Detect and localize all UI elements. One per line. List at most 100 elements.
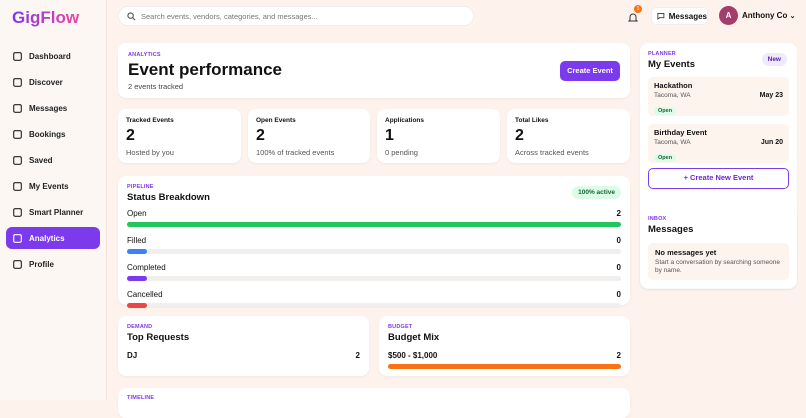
event-item[interactable]: Birthday Event Tacoma, WA Open Jun 20 bbox=[648, 124, 789, 163]
message-icon bbox=[657, 12, 665, 20]
stat-label: Total Likes bbox=[515, 117, 549, 124]
logo[interactable]: GigFlow bbox=[12, 8, 80, 27]
stat-note: Hosted by you bbox=[126, 148, 174, 157]
empty-state: No messages yet Start a conversation by … bbox=[648, 243, 789, 280]
page-title: Event performance bbox=[128, 60, 282, 79]
row-header: Open 2 bbox=[127, 209, 621, 218]
nav-item[interactable]: Analytics bbox=[6, 227, 100, 249]
event-date: Jun 20 bbox=[760, 139, 783, 146]
bell-icon bbox=[627, 13, 639, 22]
search-icon bbox=[127, 11, 136, 20]
row-header: Cancelled 0 bbox=[127, 290, 621, 299]
stat-value: 2 bbox=[256, 127, 265, 144]
notification-badge: 1 bbox=[634, 5, 642, 13]
messages-button[interactable]: Messages bbox=[651, 7, 708, 25]
nav-item[interactable]: Bookings bbox=[6, 123, 100, 145]
user-label: Anthony Co bbox=[742, 11, 788, 20]
bar-track bbox=[388, 364, 621, 369]
stat-card: Applications 1 0 pending bbox=[377, 109, 500, 163]
status-row: Open 2 bbox=[127, 209, 621, 227]
bar-fill bbox=[127, 276, 147, 281]
notifications[interactable]: 1 bbox=[627, 5, 642, 28]
bar-track bbox=[127, 249, 621, 254]
card-title: Messages bbox=[648, 224, 694, 235]
bar-fill bbox=[127, 222, 621, 227]
status-pill: Open bbox=[654, 107, 677, 115]
status-row: Cancelled 0 bbox=[127, 290, 621, 308]
nav-label: Saved bbox=[29, 155, 53, 165]
row-count: 2 bbox=[616, 209, 621, 218]
row-label: DJ bbox=[127, 351, 138, 360]
row-label: Open bbox=[127, 209, 147, 218]
bar-track bbox=[127, 303, 621, 308]
card-title: My Events bbox=[648, 59, 695, 70]
nav-label: Smart Planner bbox=[29, 207, 84, 217]
row-count: 2 bbox=[355, 351, 360, 360]
card-title: Top Requests bbox=[127, 332, 190, 343]
eyebrow: PIPELINE bbox=[127, 184, 154, 190]
nav-item[interactable]: Dashboard bbox=[6, 45, 100, 67]
stat-value: 1 bbox=[385, 127, 394, 144]
row-label: Filled bbox=[127, 236, 147, 245]
nav-icon bbox=[13, 155, 22, 165]
avatar[interactable]: A bbox=[719, 6, 738, 25]
eyebrow: DEMAND bbox=[127, 324, 153, 330]
nav-item[interactable]: Messages bbox=[6, 97, 100, 119]
eyebrow: TIMELINE bbox=[127, 395, 155, 401]
status-pill: Open bbox=[654, 154, 677, 162]
event-date: May 23 bbox=[759, 92, 783, 99]
nav-item[interactable]: Smart Planner bbox=[6, 201, 100, 223]
new-badge: New bbox=[761, 53, 787, 66]
eyebrow: ANALYTICS bbox=[128, 52, 161, 58]
demand-card: DEMAND Top Requests DJ 2 bbox=[118, 316, 369, 376]
nav-item[interactable]: Profile bbox=[6, 253, 100, 275]
status-row: $500 - $1,000 2 bbox=[388, 351, 621, 369]
row-header: Completed 0 bbox=[127, 263, 621, 272]
row-label: Cancelled bbox=[127, 290, 163, 299]
bar-track bbox=[127, 222, 621, 227]
nav-item[interactable]: Discover bbox=[6, 71, 100, 93]
eyebrow: PLANNER bbox=[648, 51, 676, 57]
nav-icon bbox=[13, 51, 22, 61]
row-label: Completed bbox=[127, 263, 166, 272]
stat-note: 0 pending bbox=[385, 148, 418, 157]
event-item[interactable]: Hackathon Tacoma, WA Open May 23 bbox=[648, 77, 789, 116]
request-row: DJ 2 bbox=[127, 351, 360, 360]
create-new-event-button[interactable]: + Create New Event bbox=[648, 168, 789, 189]
empty-text: Start a conversation by searching someon… bbox=[655, 259, 781, 274]
stat-label: Tracked Events bbox=[126, 117, 174, 124]
card-title: Status Breakdown bbox=[127, 192, 210, 203]
card-title: Budget Mix bbox=[388, 332, 440, 343]
row-header: Filled 0 bbox=[127, 236, 621, 245]
stat-card: Open Events 2 100% of tracked events bbox=[248, 109, 370, 163]
stat-value: 2 bbox=[126, 127, 135, 144]
messages-label: Messages bbox=[668, 11, 707, 21]
create-event-button[interactable]: Create Event bbox=[560, 61, 620, 81]
event-location: Tacoma, WA bbox=[654, 92, 691, 99]
inbox-card: INBOX Messages No messages yet Start a c… bbox=[640, 208, 797, 288]
nav-icon bbox=[13, 259, 22, 269]
row-header: $500 - $1,000 2 bbox=[388, 351, 621, 360]
user-name[interactable]: Anthony Co ⌄ bbox=[742, 11, 795, 20]
bar-fill bbox=[388, 364, 621, 369]
nav-icon bbox=[13, 233, 22, 243]
nav-item[interactable]: Saved bbox=[6, 149, 100, 171]
active-badge: 100% active bbox=[572, 186, 621, 199]
row-count: 0 bbox=[616, 263, 621, 272]
timeline-card: TIMELINE bbox=[118, 388, 630, 418]
bar-fill bbox=[127, 249, 147, 254]
stat-value: 2 bbox=[515, 127, 524, 144]
header-card: ANALYTICS Event performance 2 events tra… bbox=[118, 43, 630, 98]
row-count: 2 bbox=[616, 351, 621, 360]
event-name: Hackathon bbox=[654, 81, 693, 90]
empty-title: No messages yet bbox=[655, 248, 717, 257]
nav-label: Bookings bbox=[29, 129, 66, 139]
row-count: 0 bbox=[616, 290, 621, 299]
search-box[interactable]: Search events, vendors, categories, and … bbox=[118, 6, 474, 26]
nav-item[interactable]: My Events bbox=[6, 175, 100, 197]
nav-label: Messages bbox=[29, 103, 68, 113]
sidebar: GigFlow Dashboard Discover Messages Booking… bbox=[0, 0, 107, 400]
stat-card: Tracked Events 2 Hosted by you bbox=[118, 109, 241, 163]
event-name: Birthday Event bbox=[654, 128, 707, 137]
